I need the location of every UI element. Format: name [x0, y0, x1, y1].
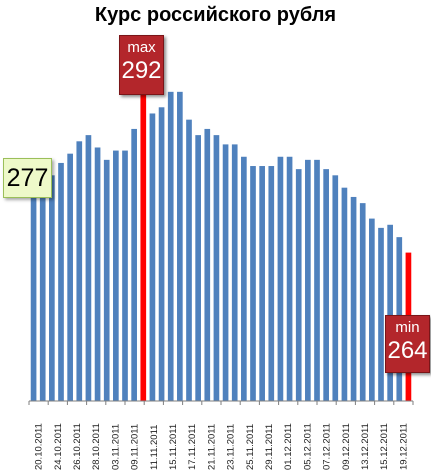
bar	[222, 144, 229, 401]
bar	[76, 141, 83, 402]
bar-series	[30, 79, 412, 402]
bar	[241, 156, 247, 401]
bar	[213, 135, 220, 401]
bar	[359, 203, 366, 401]
bar	[378, 227, 384, 401]
x-tick-label: 28.10.2011	[91, 423, 102, 470]
bar	[49, 175, 55, 401]
bar	[259, 166, 265, 401]
x-tick-label: 03.11.2011	[110, 424, 121, 470]
x-tick-label: 15.12.2011	[379, 423, 390, 470]
bar	[231, 144, 238, 401]
bar	[250, 166, 256, 401]
x-tick-label: 24.10.2011	[53, 423, 64, 470]
bar	[85, 135, 92, 401]
x-tick-label: 13.12.2011	[360, 423, 371, 470]
bar	[268, 166, 275, 401]
x-tick-label: 09.11.2011	[130, 424, 141, 470]
x-axis-tick-labels: 20.10.2011 24.10.2011 26.10.2011 28.10.2011…	[34, 423, 410, 470]
min-callout-label: min	[395, 319, 420, 336]
start-callout-value: 277	[6, 164, 49, 192]
x-tick-label: 07.12.2011	[322, 423, 333, 470]
max-callout-value: 292	[121, 57, 162, 84]
start-value-callout: 277	[3, 158, 52, 198]
min-callout: min 264	[385, 315, 430, 373]
bar	[305, 159, 311, 401]
min-callout-value: 264	[387, 337, 428, 364]
x-tick-label: 15.11.2011	[168, 424, 179, 470]
bar	[103, 159, 110, 401]
bar	[167, 91, 174, 401]
x-tick-label: 09.12.2011	[341, 423, 352, 470]
max-callout: max 292	[119, 35, 164, 95]
max-callout-label: max	[127, 39, 156, 56]
x-tick-label: 20.10.2011	[34, 423, 45, 470]
bar	[30, 172, 37, 401]
x-tick-label: 26.10.2011	[72, 423, 83, 470]
bar	[149, 113, 156, 401]
bar	[286, 156, 293, 401]
bar	[39, 175, 46, 401]
bar-highlight	[140, 79, 147, 401]
x-tick-label: 05.12.2011	[302, 423, 313, 470]
bar	[277, 156, 284, 401]
bar	[186, 119, 192, 401]
bar	[323, 169, 329, 402]
bar	[195, 135, 201, 401]
bar	[204, 128, 211, 401]
bar	[113, 150, 119, 401]
x-tick-label: 11.11.2011	[149, 425, 160, 470]
bar	[58, 162, 64, 401]
bar	[341, 187, 348, 401]
x-tick-label: 21.11.2011	[206, 424, 217, 470]
x-tick-label: 29.11.2011	[264, 424, 275, 470]
bar	[131, 128, 137, 401]
bar	[295, 169, 302, 402]
bar	[177, 91, 183, 401]
x-tick-label: 01.12.2011	[283, 423, 294, 470]
x-tick-label: 25.11.2011	[245, 424, 256, 470]
bar	[332, 175, 339, 401]
bar	[158, 107, 165, 401]
bar	[387, 224, 393, 401]
chart-title: Курс российского рубля	[94, 4, 337, 26]
x-axis-ticks	[28, 401, 414, 405]
bar	[350, 196, 357, 401]
bar	[67, 153, 73, 401]
x-tick-label: 17.11.2011	[187, 424, 198, 470]
x-tick-label: 23.11.2011	[226, 424, 237, 470]
x-tick-label: 19.12.2011	[398, 423, 409, 470]
bar	[369, 218, 375, 401]
bar	[94, 147, 101, 401]
bar	[122, 150, 128, 401]
bar	[314, 159, 320, 401]
